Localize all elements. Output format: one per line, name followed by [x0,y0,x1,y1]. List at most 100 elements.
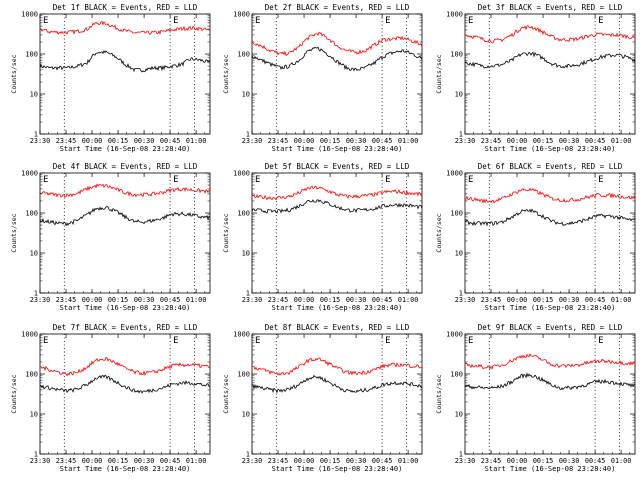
x-tick-label: 00:45 [160,137,180,145]
plot-frame [464,333,636,455]
x-tick-label: 01:00 [611,137,631,145]
x-tick-label: 01:00 [186,296,206,304]
annotation-label: E [255,336,260,346]
y-tick-label: 100 [25,371,38,379]
x-tick-label: 23:45 [56,457,76,465]
chart-panel: Det 9f BLACK = Events, RED = LLD 1 10 100 10… [435,323,636,473]
y-tick-label: 100 [450,371,463,379]
plot-frame [251,333,423,455]
x-tick-label: 00:45 [585,457,605,465]
x-tick-label: 23:30 [242,457,262,465]
y-axis-label: Counts/sec [10,374,18,413]
plot-frame [464,13,636,135]
y-tick-label: 10 [242,411,250,419]
y-tick-label: 1000 [21,331,38,339]
x-tick-label: 23:45 [268,457,288,465]
x-tick-label: 00:45 [585,137,605,145]
x-tick-label: 00:00 [294,137,314,145]
x-tick-label: 01:00 [186,457,206,465]
plot-frame [464,172,636,294]
plot-frame [251,172,423,294]
chart-title: Det 8f BLACK = Events, RED = LLD [265,323,410,332]
events-series-line [251,374,423,394]
y-tick-label: 100 [237,210,250,218]
x-tick-label: 01:00 [398,137,418,145]
annotation-label: E [255,175,260,185]
x-axis-label: Start Time (16-Sep-08 23:28:40) [485,465,616,473]
x-axis-label: Start Time (16-Sep-08 23:28:40) [60,145,191,153]
events-series-line [39,50,211,73]
x-tick-label: 00:15 [108,137,128,145]
y-tick-label: 10 [242,91,250,99]
annotation-label: E [385,175,390,185]
y-tick-label: 100 [450,51,463,59]
y-axis-label: Counts/sec [10,213,18,252]
x-tick-label: 00:15 [108,296,128,304]
x-tick-label: 00:00 [507,457,527,465]
y-tick-label: 1 [34,451,38,459]
y-tick-label: 1 [246,290,250,298]
lld-series-line [464,25,636,44]
y-tick-label: 1000 [233,170,250,178]
x-tick-label: 23:30 [455,296,475,304]
y-axis-label: Counts/sec [435,213,443,252]
events-series-line [464,372,636,391]
events-series-line [464,51,636,69]
y-tick-label: 1 [246,451,250,459]
plot-frame [39,333,211,455]
y-axis-label: Counts/sec [222,213,230,252]
x-tick-label: 00:15 [320,457,340,465]
chart-title: Det 2f BLACK = Events, RED = LLD [265,3,410,12]
lld-series-line [252,357,423,376]
events-series-line [464,208,636,227]
y-tick-label: 1000 [21,170,38,178]
y-tick-label: 100 [450,210,463,218]
x-tick-label: 00:00 [82,137,102,145]
y-axis-label: Counts/sec [10,54,18,93]
x-tick-label: 00:30 [346,457,366,465]
chart-title: Det 3f BLACK = Events, RED = LLD [478,3,623,12]
chart-title: Det 5f BLACK = Events, RED = LLD [265,162,410,171]
x-tick-label: 01:00 [611,296,631,304]
x-tick-label: 00:45 [585,296,605,304]
y-tick-label: 1000 [233,331,250,339]
x-tick-label: 00:30 [134,296,154,304]
y-tick-label: 10 [30,411,38,419]
y-tick-label: 100 [25,210,38,218]
lld-series-line [464,187,636,205]
events-series-line [251,46,423,72]
x-tick-label: 00:00 [507,137,527,145]
y-tick-label: 100 [237,51,250,59]
y-tick-label: 100 [25,51,38,59]
x-tick-label: 23:30 [455,137,475,145]
lld-series-line [251,185,423,201]
lld-series-line [39,183,211,198]
x-tick-label: 23:45 [56,137,76,145]
x-tick-label: 00:15 [533,296,553,304]
x-tick-label: 00:15 [320,137,340,145]
x-tick-label: 23:45 [268,137,288,145]
x-tick-label: 01:00 [186,137,206,145]
annotation-label: E [385,16,390,26]
x-axis-label: Start Time (16-Sep-08 23:28:40) [60,304,191,312]
y-tick-label: 10 [455,411,463,419]
chart-panel: Det 1f BLACK = Events, RED = LLD 1 10 100 10… [10,3,211,153]
y-tick-label: 10 [30,91,38,99]
x-tick-label: 23:30 [242,296,262,304]
x-tick-label: 01:00 [611,457,631,465]
annotation-label: E [598,16,603,26]
y-tick-label: 1000 [446,331,463,339]
y-tick-label: 10 [455,91,463,99]
x-tick-label: 00:30 [346,296,366,304]
chart-title: Det 7f BLACK = Events, RED = LLD [53,323,198,332]
x-tick-label: 00:15 [533,137,553,145]
events-series-line [39,374,211,394]
events-series-line [39,206,211,227]
annotation-label: E [598,336,603,346]
x-tick-label: 00:45 [160,296,180,304]
y-tick-label: 1000 [446,170,463,178]
x-tick-label: 00:30 [559,137,579,145]
chart-panel: Det 8f BLACK = Events, RED = LLD 1 10 100 10… [222,323,423,473]
